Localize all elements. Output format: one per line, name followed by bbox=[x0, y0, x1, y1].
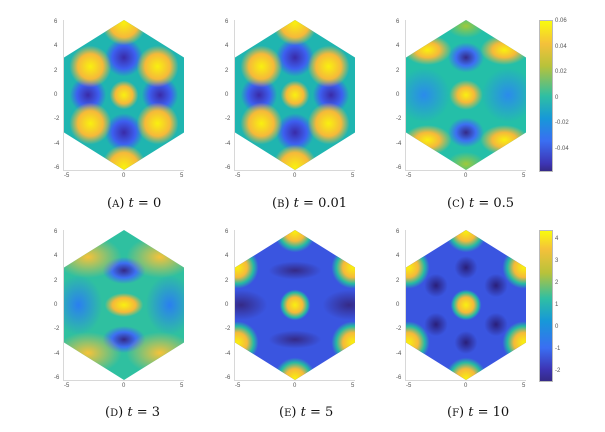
y-tick-label: 0 bbox=[396, 92, 400, 98]
y-tick-label: 4 bbox=[225, 43, 229, 50]
y-tick-label: 4 bbox=[396, 43, 400, 50]
axes bbox=[234, 230, 355, 381]
heatmap bbox=[235, 230, 355, 380]
axes bbox=[234, 20, 355, 171]
y-tick-label: -4 bbox=[396, 140, 402, 147]
x-tick-label: -5 bbox=[64, 173, 70, 179]
y-tick-label: 6 bbox=[396, 229, 400, 235]
axes bbox=[405, 230, 526, 381]
colorbar-tick-label: 0.04 bbox=[555, 43, 567, 50]
y-tick-label: 6 bbox=[54, 229, 58, 235]
heatmap bbox=[406, 230, 526, 380]
colorbar-tick-label: 3 bbox=[555, 258, 559, 264]
caption-c: (C) t = 0.5 bbox=[447, 196, 515, 211]
y-tick-label: -4 bbox=[54, 350, 60, 357]
x-tick-label: 5 bbox=[351, 173, 355, 179]
y-tick-label: -6 bbox=[54, 375, 60, 381]
x-tick-label: 0 bbox=[293, 383, 297, 389]
panel-f bbox=[397, 228, 553, 388]
panel-a bbox=[55, 18, 185, 178]
y-tick-label: -4 bbox=[54, 140, 60, 147]
colorbar-tick-label: 0.06 bbox=[555, 18, 567, 24]
colorbar bbox=[539, 20, 553, 172]
y-tick-label: -6 bbox=[396, 165, 402, 171]
colorbar bbox=[539, 230, 553, 382]
y-tick-label: -2 bbox=[54, 116, 60, 123]
colorbar-tick-label: 0 bbox=[555, 94, 559, 101]
x-tick-label: -5 bbox=[64, 383, 70, 389]
x-tick-label: -5 bbox=[235, 173, 241, 179]
heatmap bbox=[64, 20, 184, 170]
heatmap bbox=[235, 20, 355, 170]
y-tick-label: 2 bbox=[54, 67, 58, 74]
y-tick-label: 0 bbox=[396, 302, 400, 308]
caption-d: (D) t = 3 bbox=[105, 405, 161, 420]
y-tick-label: 2 bbox=[396, 277, 400, 284]
y-tick-label: -4 bbox=[225, 140, 231, 147]
y-tick-label: 4 bbox=[54, 43, 58, 50]
x-tick-label: 5 bbox=[522, 173, 526, 179]
y-tick-label: 0 bbox=[54, 92, 58, 98]
x-tick-label: 0 bbox=[293, 173, 297, 179]
panel-c bbox=[397, 18, 553, 178]
y-tick-label: -4 bbox=[225, 350, 231, 357]
y-tick-label: 4 bbox=[225, 253, 229, 260]
y-tick-label: 6 bbox=[225, 229, 229, 235]
x-tick-label: 5 bbox=[180, 383, 184, 389]
y-tick-label: 0 bbox=[54, 302, 58, 308]
panel-b bbox=[226, 18, 356, 178]
y-tick-label: -2 bbox=[225, 116, 231, 123]
y-tick-label: 0 bbox=[225, 302, 229, 308]
x-tick-label: 5 bbox=[180, 173, 184, 179]
colorbar-tick-label: 1 bbox=[555, 302, 559, 308]
x-tick-label: 0 bbox=[122, 383, 126, 389]
y-tick-label: -4 bbox=[396, 350, 402, 357]
y-tick-label: -6 bbox=[225, 375, 231, 381]
caption-e: (E) t = 5 bbox=[279, 405, 334, 420]
y-tick-label: 6 bbox=[225, 19, 229, 25]
caption-f: (F) t = 10 bbox=[447, 405, 510, 420]
axes bbox=[405, 20, 526, 171]
caption-b: (B) t = 0.01 bbox=[272, 196, 348, 211]
y-tick-label: -6 bbox=[396, 375, 402, 381]
y-tick-label: 2 bbox=[225, 67, 229, 74]
y-tick-label: 4 bbox=[54, 253, 58, 260]
y-tick-label: -2 bbox=[225, 326, 231, 333]
y-tick-label: 2 bbox=[396, 67, 400, 74]
x-tick-label: 0 bbox=[464, 383, 468, 389]
axes bbox=[63, 20, 184, 171]
x-tick-label: 5 bbox=[351, 383, 355, 389]
x-tick-label: 0 bbox=[464, 173, 468, 179]
x-tick-label: 5 bbox=[522, 383, 526, 389]
y-tick-label: -6 bbox=[54, 165, 60, 171]
colorbar-tick-label: 4 bbox=[555, 236, 559, 242]
axes bbox=[63, 230, 184, 381]
y-tick-label: -2 bbox=[396, 116, 402, 123]
y-tick-label: 6 bbox=[396, 19, 400, 25]
x-tick-label: 0 bbox=[122, 173, 126, 179]
colorbar-tick-label: 2 bbox=[555, 280, 559, 286]
colorbar-tick-label: -1 bbox=[555, 346, 561, 352]
panel-e bbox=[226, 228, 356, 388]
colorbar-tick-label: -0.04 bbox=[555, 145, 569, 152]
y-tick-label: 4 bbox=[396, 253, 400, 260]
panel-d bbox=[55, 228, 185, 388]
caption-a: (A) t = 0 bbox=[107, 196, 162, 211]
y-tick-label: 2 bbox=[54, 277, 58, 284]
heatmap bbox=[406, 20, 526, 170]
colorbar-tick-label: 0.02 bbox=[555, 69, 567, 75]
colorbar-tick-label: -2 bbox=[555, 368, 561, 374]
y-tick-label: -2 bbox=[54, 326, 60, 333]
y-tick-label: -6 bbox=[225, 165, 231, 171]
x-tick-label: -5 bbox=[235, 383, 241, 389]
y-tick-label: 2 bbox=[225, 277, 229, 284]
y-tick-label: 6 bbox=[54, 19, 58, 25]
colorbar-tick-label: 0 bbox=[555, 324, 559, 330]
y-tick-label: 0 bbox=[225, 92, 229, 98]
heatmap bbox=[64, 230, 184, 380]
x-tick-label: -5 bbox=[406, 173, 412, 179]
colorbar-tick-label: -0.02 bbox=[555, 120, 569, 126]
x-tick-label: -5 bbox=[406, 383, 412, 389]
y-tick-label: -2 bbox=[396, 326, 402, 333]
